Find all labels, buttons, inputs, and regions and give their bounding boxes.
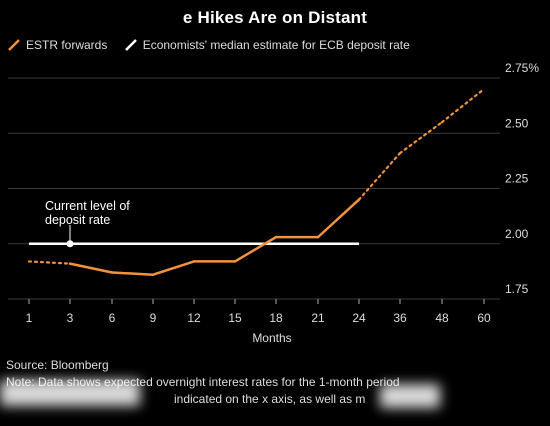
x-tick-label: 21 (311, 311, 325, 325)
x-tick-label: 6 (109, 311, 116, 325)
x-tick-label: 36 (393, 311, 407, 325)
y-tick-label: 2.00 (505, 227, 529, 241)
legend-item-economists: Economists' median estimate for ECB depo… (124, 38, 410, 52)
x-tick-label: 48 (435, 311, 449, 325)
y-tick-label: 1.75 (505, 282, 529, 296)
y-tick-label: 2.75% (505, 61, 539, 75)
x-tick-label: 1 (26, 311, 33, 325)
estr-forwards-segment (27, 260, 72, 265)
estr-forwards-segment (151, 260, 196, 276)
annotation-line-1: Current level of (45, 199, 130, 213)
note-line-2: indicated on the x axis, as well as m (174, 392, 366, 406)
x-tick-label: 3 (67, 311, 74, 325)
white-line-icon (124, 39, 137, 51)
x-tick-label: 12 (187, 311, 201, 325)
legend-label-estr: ESTR forwards (26, 38, 108, 52)
legend-label-economists: Economists' median estimate for ECB depo… (142, 38, 410, 52)
blur-overlay (380, 384, 440, 408)
estimate-marker (66, 240, 74, 248)
legend-item-estr: ESTR forwards (8, 38, 107, 52)
estr-forwards-segment (68, 262, 114, 274)
annotation-line-2: deposit rate (45, 213, 110, 227)
x-tick-label: 9 (150, 311, 157, 325)
x-tick-label: 18 (269, 311, 283, 325)
x-tick-label: 24 (352, 311, 366, 325)
estr-forwards-segment (357, 152, 402, 201)
estr-forwards-segment (233, 235, 278, 263)
legend: ESTR forwards Economists' median estimat… (8, 38, 424, 54)
orange-line-icon (8, 39, 20, 51)
chart-title: e Hikes Are on Distant (182, 8, 368, 27)
y-tick-label: 2.25 (505, 172, 529, 186)
blur-overlay (0, 380, 140, 406)
source-text: Source: Bloomberg (6, 358, 109, 372)
x-axis-label: Months (252, 331, 291, 345)
estr-forwards-segment (440, 87, 486, 124)
y-tick-label: 2.50 (505, 116, 529, 130)
estr-forwards-segment (398, 121, 444, 155)
estr-forwards-segment (316, 198, 361, 239)
x-tick-label: 60 (477, 311, 491, 325)
x-tick-label: 15 (228, 311, 242, 325)
estr-forwards-segment (110, 271, 155, 276)
